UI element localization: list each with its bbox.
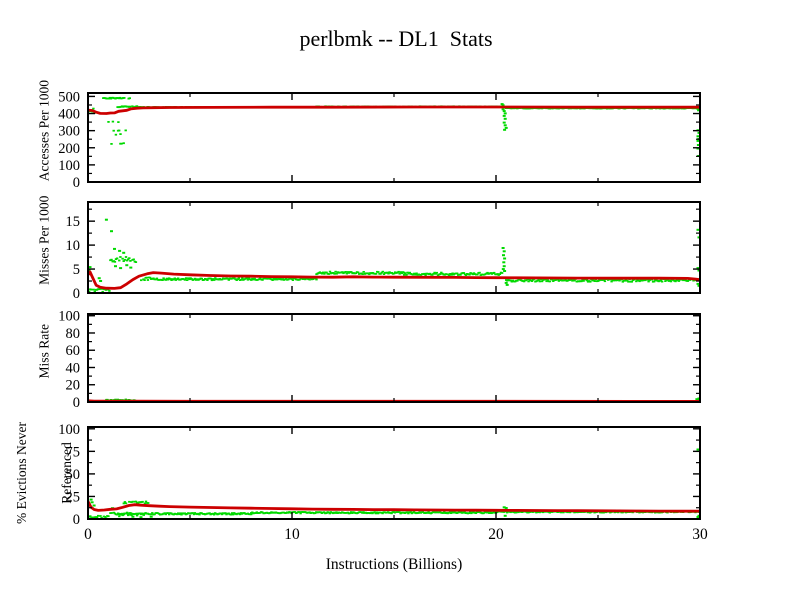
svg-text:300: 300 xyxy=(58,124,80,140)
subplot-1: 0 5 10 15 xyxy=(66,201,701,302)
svg-text:400: 400 xyxy=(58,107,80,123)
subplot-3: 0 25 50 75 100 xyxy=(58,422,701,528)
x-tick-label-30: 30 xyxy=(692,526,708,543)
svg-text:25: 25 xyxy=(66,489,81,505)
svg-text:500: 500 xyxy=(58,89,80,105)
svg-text:100: 100 xyxy=(58,309,80,325)
svg-text:10: 10 xyxy=(66,238,81,254)
svg-text:15: 15 xyxy=(66,214,81,230)
svg-text:40: 40 xyxy=(66,360,81,376)
svg-text:50: 50 xyxy=(66,467,81,483)
svg-text:0: 0 xyxy=(73,286,80,302)
x-tick-label-10: 10 xyxy=(284,526,300,543)
x-tick-label-20: 20 xyxy=(488,526,504,543)
svg-text:0: 0 xyxy=(73,175,80,191)
svg-text:0: 0 xyxy=(73,395,80,411)
x-tick-label-0: 0 xyxy=(84,526,92,543)
svg-text:100: 100 xyxy=(58,422,80,438)
svg-text:5: 5 xyxy=(73,262,80,278)
svg-text:75: 75 xyxy=(66,444,81,460)
svg-text:80: 80 xyxy=(66,326,81,342)
svg-text:200: 200 xyxy=(58,141,80,157)
chart-title: perlbmk -- DL1 Stats xyxy=(299,26,493,51)
svg-text:20: 20 xyxy=(66,378,81,394)
svg-text:100: 100 xyxy=(58,158,80,174)
svg-text:60: 60 xyxy=(66,343,81,359)
svg-text:0: 0 xyxy=(73,512,80,528)
x-axis-label: Instructions (Billions) xyxy=(325,556,463,573)
